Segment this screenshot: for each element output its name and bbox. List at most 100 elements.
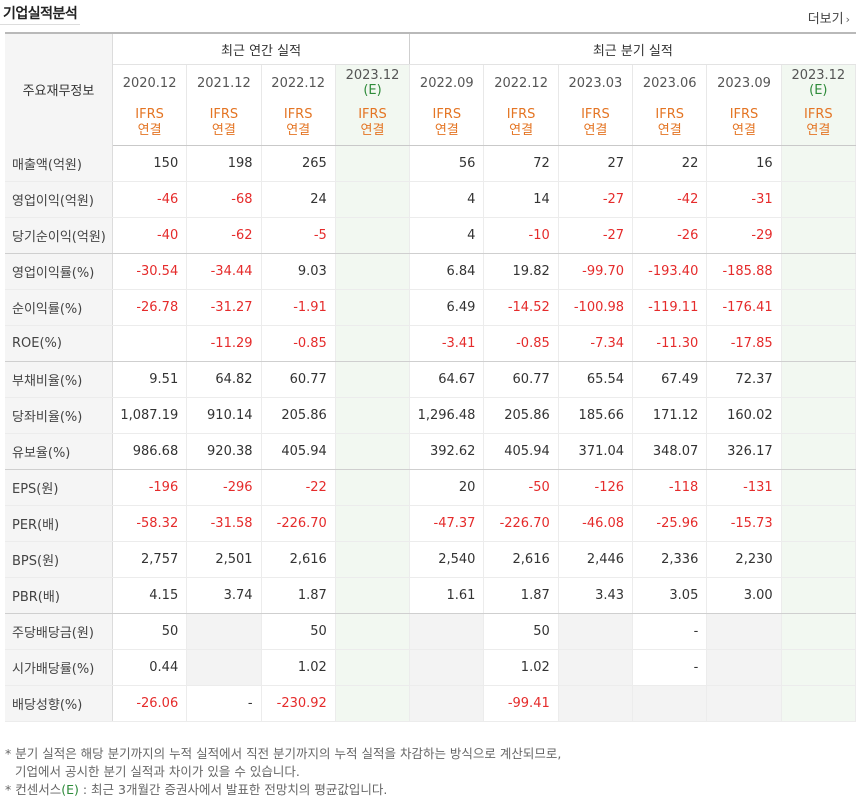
consolidated-label: 연결 bbox=[583, 123, 608, 138]
table-cell: 50 bbox=[112, 613, 188, 650]
period-label: 2023.09 bbox=[717, 75, 771, 91]
table-cell: 50 bbox=[261, 613, 336, 650]
row-label: ROE(%) bbox=[5, 325, 113, 362]
table-cell: 20 bbox=[409, 469, 485, 506]
table-cell bbox=[781, 217, 857, 254]
period-header-row: 2020.12 2021.12 2022.12 2023.12 (E) 2022.09 20… bbox=[5, 64, 857, 101]
table-cell: -47.37 bbox=[409, 505, 485, 542]
table-cell bbox=[781, 469, 857, 506]
table-cell: 2,446 bbox=[558, 541, 634, 578]
table-cell bbox=[335, 541, 411, 578]
period-label: 2023.06 bbox=[642, 75, 697, 91]
table-cell bbox=[781, 505, 857, 542]
ifrs-label: IFRS bbox=[804, 107, 833, 122]
table-cell: 326.17 bbox=[706, 433, 782, 470]
table-cell: 160.02 bbox=[706, 397, 782, 434]
ifrs-header: IFRS 연결 bbox=[186, 101, 262, 146]
table-cell bbox=[706, 685, 782, 722]
table-row: PBR(배) 4.15 3.74 1.87 1.61 1.87 3.43 3.05 3.00 bbox=[5, 577, 857, 614]
table-cell: -131 bbox=[706, 469, 782, 506]
table-row: 순이익률(%) -26.78 -31.27 -1.91 6.49 -14.52 -100.9… bbox=[5, 289, 857, 326]
table-cell: -27 bbox=[558, 181, 634, 218]
row-label: BPS(원) bbox=[5, 541, 113, 578]
table-cell: 0.44 bbox=[112, 649, 188, 686]
ifrs-label: IFRS bbox=[283, 107, 313, 122]
table-cell: 16 bbox=[706, 145, 782, 182]
table-cell: 1.87 bbox=[483, 577, 559, 614]
table-cell: -46.08 bbox=[558, 505, 634, 542]
table-row: 매출액(억원) 150 198 265 56 72 27 22 16 bbox=[5, 145, 857, 182]
table-cell bbox=[781, 145, 857, 182]
consolidated-label: 연결 bbox=[806, 123, 831, 138]
row-label: 당좌비율(%) bbox=[5, 397, 113, 434]
table-cell: 198 bbox=[186, 145, 262, 182]
table-cell: 19.82 bbox=[483, 253, 559, 290]
table-cell: 150 bbox=[112, 145, 188, 182]
table-cell: -27 bbox=[558, 217, 634, 254]
table-cell: 2,757 bbox=[112, 541, 188, 578]
table-cell: 910.14 bbox=[186, 397, 262, 434]
estimate-mark: (E) bbox=[61, 782, 79, 797]
table-cell: 27 bbox=[558, 145, 634, 182]
table-cell: -296 bbox=[186, 469, 262, 506]
table-cell: 22 bbox=[632, 145, 708, 182]
table-cell: -40 bbox=[112, 217, 188, 254]
table-cell bbox=[781, 577, 857, 614]
period-label: 2023.12 bbox=[791, 68, 846, 83]
table-cell: -62 bbox=[186, 217, 262, 254]
table-cell bbox=[409, 613, 485, 650]
row-label: 순이익률(%) bbox=[5, 289, 113, 326]
footnotes: * 분기 실적은 해당 분기까지의 누적 실적에서 직전 분기까지의 누적 실적… bbox=[5, 745, 561, 799]
ifrs-header: IFRS 연결 bbox=[706, 101, 782, 146]
table-cell: 1.61 bbox=[409, 577, 485, 614]
consolidated-label: 연결 bbox=[360, 123, 385, 138]
period-label: 2022.12 bbox=[494, 75, 548, 91]
table-cell: 2,540 bbox=[409, 541, 485, 578]
ifrs-label: IFRS bbox=[358, 107, 387, 122]
table-cell: 2,336 bbox=[632, 541, 708, 578]
table-cell bbox=[335, 253, 411, 290]
table-cell: 205.86 bbox=[483, 397, 559, 434]
table-cell: -26 bbox=[632, 217, 708, 254]
table-row: BPS(원) 2,757 2,501 2,616 2,540 2,616 2,446 2,33… bbox=[5, 541, 857, 578]
more-link[interactable]: 더보기 › bbox=[808, 8, 850, 27]
table-cell bbox=[781, 253, 857, 290]
table-cell: - bbox=[632, 613, 708, 650]
table-cell: -176.41 bbox=[706, 289, 782, 326]
footnote-1: * 분기 실적은 해당 분기까지의 누적 실적에서 직전 분기까지의 누적 실적… bbox=[5, 746, 562, 761]
table-cell bbox=[558, 685, 634, 722]
table-cell: 1,296.48 bbox=[409, 397, 485, 434]
consolidated-label: 연결 bbox=[286, 123, 311, 138]
table-cell bbox=[558, 649, 634, 686]
table-cell: 24 bbox=[261, 181, 336, 218]
section-title: 기업실적분석 bbox=[3, 6, 78, 22]
period-header: 2023.12 (E) bbox=[781, 64, 857, 101]
table-cell: -30.54 bbox=[112, 253, 188, 290]
table-cell: -100.98 bbox=[558, 289, 634, 326]
table-cell: 56 bbox=[409, 145, 485, 182]
row-label: 시가배당률(%) bbox=[5, 649, 113, 686]
table-cell: 920.38 bbox=[186, 433, 262, 470]
table-cell: -22 bbox=[261, 469, 336, 506]
period-label: 2020.12 bbox=[122, 75, 177, 91]
table-cell: 2,616 bbox=[483, 541, 559, 578]
table-cell: 64.82 bbox=[186, 361, 262, 398]
table-cell bbox=[335, 181, 411, 218]
ifrs-header: IFRS 연결 bbox=[409, 101, 485, 146]
table-cell: -196 bbox=[112, 469, 188, 506]
table-cell bbox=[781, 541, 857, 578]
table-cell: 60.77 bbox=[483, 361, 559, 398]
consolidated-label: 연결 bbox=[137, 123, 162, 138]
row-label: PBR(배) bbox=[5, 577, 113, 614]
table-cell: -29 bbox=[706, 217, 782, 254]
table-row: 부채비율(%) 9.51 64.82 60.77 64.67 60.77 65.54 67.4… bbox=[5, 361, 857, 398]
table-cell: 1,087.19 bbox=[112, 397, 188, 434]
ifrs-label: IFRS bbox=[209, 107, 239, 122]
table-row: 주당배당금(원) 50 50 50- bbox=[5, 613, 857, 650]
ifrs-header: IFRS 연결 bbox=[112, 101, 188, 146]
table-cell: 4 bbox=[409, 217, 485, 254]
table-cell bbox=[335, 433, 411, 470]
table-cell: -10 bbox=[483, 217, 559, 254]
table-cell bbox=[335, 613, 411, 650]
table-cell: -226.70 bbox=[261, 505, 336, 542]
